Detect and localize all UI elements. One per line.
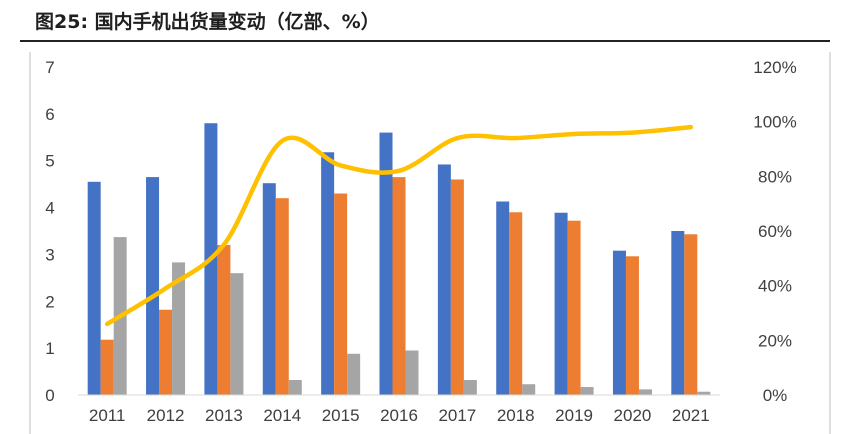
bar <box>146 177 160 395</box>
bar-series <box>87 123 711 395</box>
line-series <box>104 124 694 327</box>
bar <box>159 309 173 395</box>
right-axis-tick-label: 80% <box>758 167 792 186</box>
x-axis-tick-label: 2016 <box>380 406 418 425</box>
bar <box>217 245 231 395</box>
left-axis-tick-label: 4 <box>45 199 54 218</box>
bar <box>437 164 451 395</box>
bar <box>671 231 685 395</box>
x-axis-tick-label: 2012 <box>147 406 185 425</box>
bar-series-3 <box>113 237 711 395</box>
bar <box>321 152 335 395</box>
bar <box>392 177 406 395</box>
figure-title: 图25: 国内手机出货量变动（亿部、%） <box>35 11 380 33</box>
left-axis-tick-label: 0 <box>45 386 54 405</box>
bar <box>567 220 581 395</box>
bar <box>580 387 594 395</box>
right-axis-tick-label: 20% <box>758 331 792 350</box>
bar <box>612 250 626 395</box>
x-axis-tick-label: 2014 <box>263 406 301 425</box>
bar <box>334 193 348 395</box>
bar <box>450 179 464 395</box>
bar <box>405 350 419 395</box>
x-axis-tick-label: 2018 <box>497 406 535 425</box>
right-axis-tick-label: 60% <box>758 222 792 241</box>
bar-series-1 <box>87 123 685 395</box>
bar <box>522 384 536 395</box>
bar <box>684 234 698 395</box>
left-axis-tick-label: 3 <box>45 245 54 264</box>
x-axis-tick-label: 2015 <box>322 406 360 425</box>
x-axis-tick-label: 2013 <box>205 406 243 425</box>
bar <box>496 201 510 395</box>
bar <box>262 183 276 395</box>
bar <box>100 339 114 395</box>
bar <box>379 132 393 395</box>
bar <box>347 353 361 395</box>
left-axis-tick-label: 6 <box>45 105 54 124</box>
left-axis-tick-label: 7 <box>45 58 54 77</box>
right-axis-tick-label: 0% <box>763 386 788 405</box>
bar <box>638 389 652 395</box>
bar <box>172 262 186 395</box>
line-series-path <box>104 124 694 327</box>
right-axis-tick-label: 40% <box>758 277 792 296</box>
title-divider <box>20 40 830 42</box>
bar-series-2 <box>100 177 698 395</box>
x-axis-tick-label: 2011 <box>89 406 126 425</box>
bar <box>288 380 302 395</box>
bar <box>697 391 711 395</box>
x-axis-tick-label: 2019 <box>555 406 593 425</box>
left-axis-tick-label: 5 <box>45 152 54 171</box>
left-axis-tick-label: 1 <box>45 339 54 358</box>
right-axis-tick-label: 100% <box>753 113 796 132</box>
bar <box>275 198 289 395</box>
bar <box>554 212 568 395</box>
bar <box>230 273 244 395</box>
bar <box>625 256 639 395</box>
bar <box>463 380 477 395</box>
right-axis-tick-labels: 0% 20% 40% 60% 80% 100% 120% <box>753 58 796 405</box>
bar <box>87 181 101 395</box>
bar <box>509 212 523 395</box>
x-axis-tick-label: 2017 <box>438 406 476 425</box>
right-axis-tick-label: 120% <box>753 58 796 77</box>
x-axis-tick-labels: 2011 2012 2013 2014 2015 2016 2017 2018 2019 2020… <box>89 406 710 425</box>
x-axis-tick-label: 2020 <box>614 406 652 425</box>
x-axis-tick-label: 2021 <box>672 406 710 425</box>
left-axis-tick-labels: 0 1 2 3 4 5 6 7 <box>45 58 54 405</box>
left-axis-tick-label: 2 <box>45 292 54 311</box>
